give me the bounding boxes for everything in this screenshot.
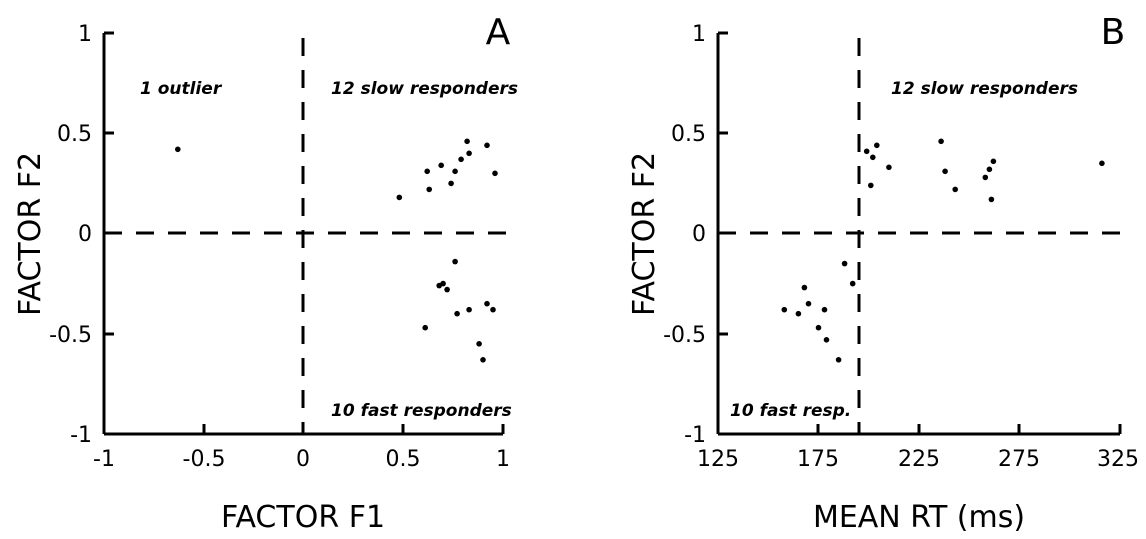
panel-b-xtick-label: 175 bbox=[797, 447, 839, 472]
panel-b-point bbox=[801, 284, 808, 291]
panel-b-ytick-label: 1 bbox=[692, 22, 706, 47]
panel-b-point bbox=[868, 182, 874, 189]
panel-a-y-axis-title: FACTOR F2 bbox=[13, 152, 48, 316]
panel-a-point bbox=[454, 310, 460, 317]
panel-a-point bbox=[464, 138, 470, 145]
panel-b-ytick-label: 0.5 bbox=[671, 122, 706, 147]
panel-a-point bbox=[476, 341, 482, 347]
panel-a-xtick-label: 0 bbox=[296, 447, 310, 472]
panel-a-annotation-slow: 12 slow responders bbox=[331, 79, 518, 99]
panel-a-ytick-label: -0.5 bbox=[49, 323, 92, 348]
panel-a-point bbox=[484, 300, 490, 307]
panel-b-point bbox=[849, 280, 856, 287]
panel-a-point bbox=[458, 156, 464, 163]
panel-b-xtick-label: 275 bbox=[998, 447, 1040, 472]
panel-a-xtick-label: 0.5 bbox=[386, 447, 421, 472]
panel-a-annotation-outlier: 1 outlier bbox=[140, 79, 223, 99]
panel-a-point bbox=[492, 170, 498, 177]
panel-b-point bbox=[886, 164, 892, 171]
panel-b-point bbox=[795, 310, 802, 317]
panel-b-point bbox=[870, 154, 876, 161]
panel-b-point bbox=[988, 196, 995, 203]
panel-b-annotation-fast: 10 fast resp. bbox=[730, 401, 851, 421]
panel-a-ytick-label: 1 bbox=[78, 22, 92, 47]
panel-b-point bbox=[938, 138, 944, 145]
panel-a-point bbox=[175, 146, 181, 153]
panel-b-xtick-label: 325 bbox=[1097, 447, 1139, 472]
panel-b-point bbox=[982, 174, 989, 181]
panel-a-xtick-label: -0.5 bbox=[183, 447, 226, 472]
panel-b-point bbox=[781, 306, 788, 313]
panel-a-letter: A bbox=[486, 12, 511, 53]
panel-b-point bbox=[835, 357, 842, 363]
panel-b-point bbox=[863, 148, 870, 155]
panel-a-point bbox=[448, 180, 454, 187]
panel-b-xtick-label: 125 bbox=[697, 447, 739, 472]
panel-b-point bbox=[952, 186, 958, 193]
panel-b-axes bbox=[716, 31, 1125, 436]
panel-a-xtick-label: -1 bbox=[93, 447, 115, 472]
panel-b-y-axis-title: FACTOR F2 bbox=[627, 152, 662, 316]
panel-b-point bbox=[805, 300, 812, 307]
panel-b-point bbox=[821, 306, 828, 313]
panel-a-x-axis-title: FACTOR F1 bbox=[221, 500, 385, 535]
panel-b-ytick-label: -1 bbox=[684, 423, 706, 448]
panel-b-point bbox=[990, 158, 997, 165]
panel-b: 1 0.5 0 -0.5 -1 125 175 225 275 325 MEAN… bbox=[627, 12, 1139, 535]
panel-b-point bbox=[841, 260, 848, 267]
panel-b-point bbox=[1099, 160, 1105, 167]
panel-a-point bbox=[484, 142, 490, 149]
panel-a-point bbox=[480, 357, 486, 363]
panel-a-ytick-label: -1 bbox=[70, 423, 92, 448]
panel-a-point bbox=[452, 168, 458, 175]
panel-a-ytick-label: 0 bbox=[78, 222, 92, 247]
panel-a-points bbox=[175, 138, 498, 363]
panel-b-point bbox=[823, 337, 830, 343]
panel-a-point bbox=[490, 306, 496, 313]
panel-b-letter: B bbox=[1101, 12, 1126, 53]
panel-b-point bbox=[815, 324, 822, 331]
panel-a-point bbox=[422, 324, 429, 331]
panel-a-point bbox=[426, 186, 433, 193]
panel-a-point bbox=[466, 150, 472, 157]
panel-a-point bbox=[436, 282, 443, 289]
panel-b-annotation-slow: 12 slow responders bbox=[891, 79, 1078, 99]
panel-a-point bbox=[396, 194, 403, 201]
panel-b-point bbox=[942, 168, 948, 175]
panel-a-point bbox=[452, 258, 458, 265]
panel-a-point bbox=[424, 168, 431, 175]
panel-b-xtick-label: 225 bbox=[898, 447, 940, 472]
panel-a-axes bbox=[102, 31, 510, 436]
panel-b-x-axis-title: MEAN RT (ms) bbox=[813, 500, 1025, 535]
panel-a: 1 0.5 0 -0.5 -1 -1 -0.5 0 0.5 1 FACTOR F… bbox=[13, 12, 518, 535]
panel-a-ytick-label: 0.5 bbox=[57, 122, 92, 147]
panel-a-xtick-label: 1 bbox=[496, 447, 510, 472]
panel-a-point bbox=[466, 306, 472, 313]
panel-b-points bbox=[781, 138, 1105, 363]
panel-a-point bbox=[438, 162, 445, 169]
panel-a-annotation-fast: 10 fast responders bbox=[331, 401, 512, 421]
panel-b-point bbox=[986, 166, 993, 173]
panel-b-ytick-label: 0 bbox=[692, 222, 706, 247]
panel-b-point bbox=[874, 142, 880, 149]
panel-b-ytick-label: -0.5 bbox=[663, 323, 706, 348]
panel-a-point bbox=[444, 286, 450, 293]
